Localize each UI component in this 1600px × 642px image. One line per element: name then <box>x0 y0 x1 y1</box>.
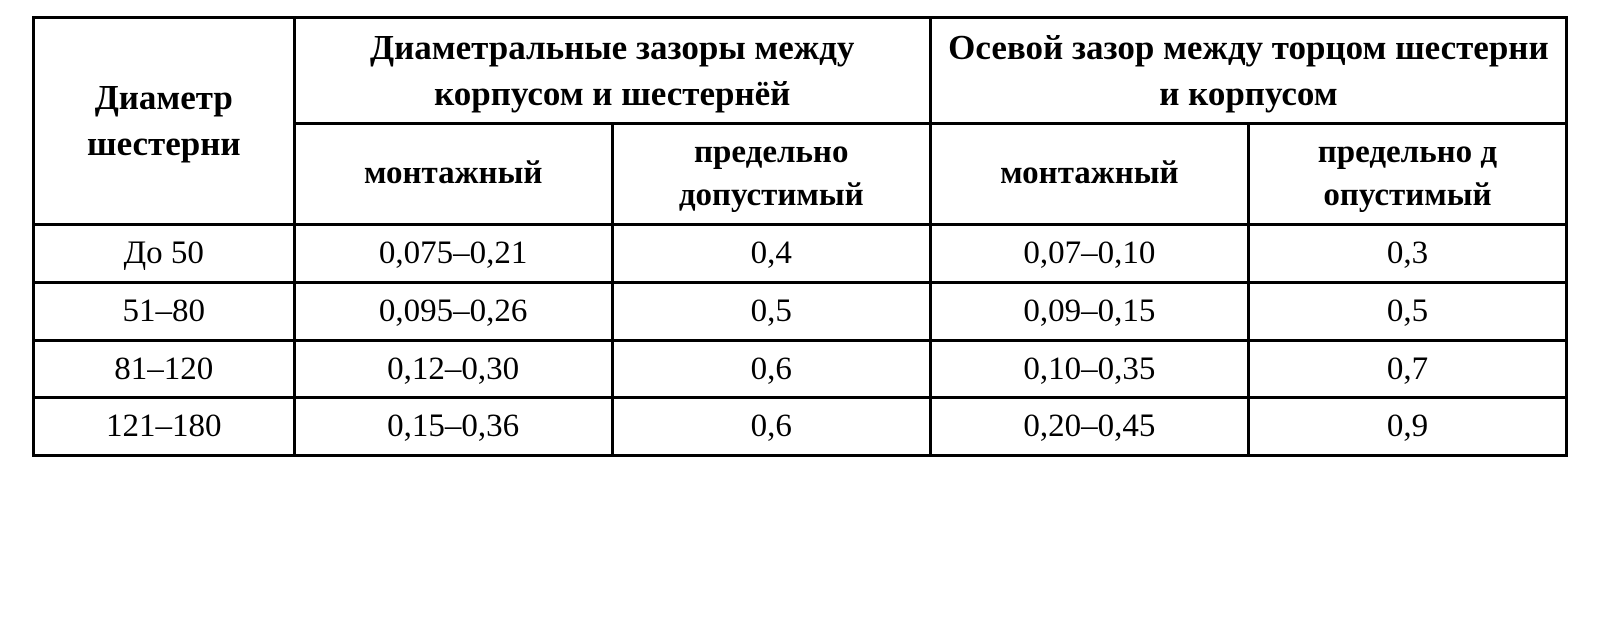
cell-axial-limit: 0,3 <box>1248 224 1566 282</box>
cell-diametral-mounting: 0,15–0,36 <box>294 398 612 456</box>
cell-axial-limit: 0,5 <box>1248 282 1566 340</box>
cell-axial-mounting: 0,07–0,10 <box>930 224 1248 282</box>
cell-diametral-limit: 0,4 <box>612 224 930 282</box>
table-row: 81–120 0,12–0,30 0,6 0,10–0,35 0,7 <box>34 340 1567 398</box>
cell-diameter: 121–180 <box>34 398 295 456</box>
header-axial-limit: предельно д опустимый <box>1248 124 1566 225</box>
table-row: До 50 0,075–0,21 0,4 0,07–0,10 0,3 <box>34 224 1567 282</box>
cell-diametral-limit: 0,5 <box>612 282 930 340</box>
table-row: 121–180 0,15–0,36 0,6 0,20–0,45 0,9 <box>34 398 1567 456</box>
header-axial-group: Осевой зазор между торцом шестерни и кор… <box>930 18 1566 124</box>
cell-diametral-limit: 0,6 <box>612 340 930 398</box>
cell-diameter: 51–80 <box>34 282 295 340</box>
cell-axial-limit: 0,7 <box>1248 340 1566 398</box>
cell-diameter: 81–120 <box>34 340 295 398</box>
cell-diametral-mounting: 0,095–0,26 <box>294 282 612 340</box>
cell-diameter: До 50 <box>34 224 295 282</box>
cell-diametral-limit: 0,6 <box>612 398 930 456</box>
header-axial-mounting: монтажный <box>930 124 1248 225</box>
cell-diametral-mounting: 0,075–0,21 <box>294 224 612 282</box>
header-diametral-limit: предельно допустимый <box>612 124 930 225</box>
header-diametral-mounting: монтажный <box>294 124 612 225</box>
table-row: 51–80 0,095–0,26 0,5 0,09–0,15 0,5 <box>34 282 1567 340</box>
cell-diametral-mounting: 0,12–0,30 <box>294 340 612 398</box>
cell-axial-limit: 0,9 <box>1248 398 1566 456</box>
cell-axial-mounting: 0,10–0,35 <box>930 340 1248 398</box>
cell-axial-mounting: 0,20–0,45 <box>930 398 1248 456</box>
header-diametral-group: Диаметральные зазоры между корпусом и ше… <box>294 18 930 124</box>
cell-axial-mounting: 0,09–0,15 <box>930 282 1248 340</box>
header-diameter: Диаметр шестерни <box>34 18 295 225</box>
clearance-table: Диаметр шестерни Диаметральные зазоры ме… <box>32 16 1568 457</box>
